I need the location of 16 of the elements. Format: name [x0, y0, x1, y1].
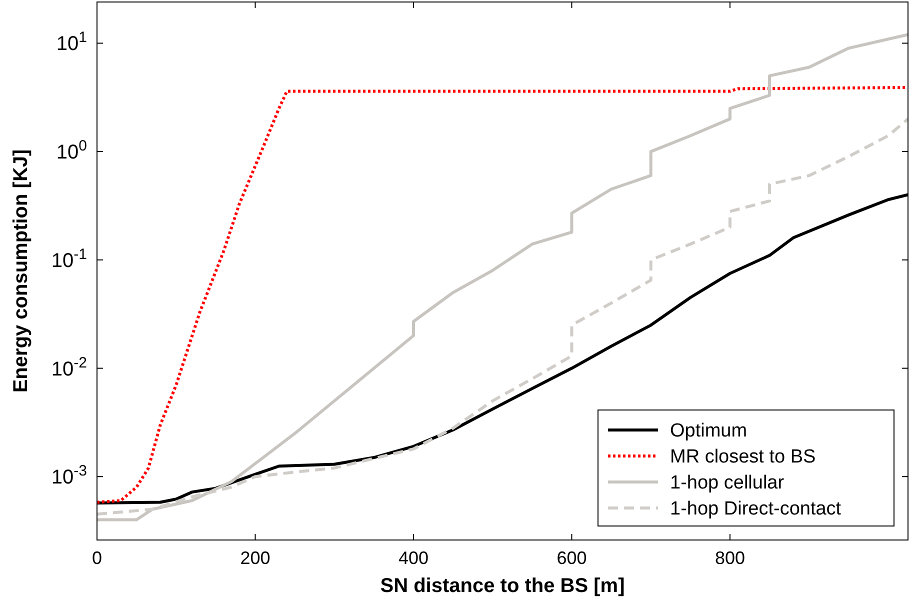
x-axis-title: SN distance to the BS [m] [380, 575, 625, 597]
legend-label: 1-hop Direct-contact [670, 498, 842, 520]
y-tick-label: 10$^{0}$ [56, 137, 87, 164]
x-tick-label: 0 [92, 548, 102, 568]
x-tick-label: 400 [398, 548, 429, 568]
y-axis-title: Energy consumption [KJ] [10, 149, 32, 393]
y-tick-label: 10$^{1}$ [56, 28, 87, 56]
legend-label: 1-hop cellular [670, 472, 785, 494]
y-tick-label: 10$^{-1}$ [51, 245, 87, 272]
y-tick-label: 10$^{-3}$ [51, 462, 87, 489]
x-tick-label: 200 [240, 548, 270, 568]
y-tick-label: 10$^{-2}$ [51, 354, 87, 380]
legend-label: MR closest to BS [670, 446, 816, 468]
x-tick-label: 800 [714, 548, 745, 568]
legend-label: Optimum [670, 420, 748, 442]
x-tick-label: 600 [556, 548, 587, 568]
